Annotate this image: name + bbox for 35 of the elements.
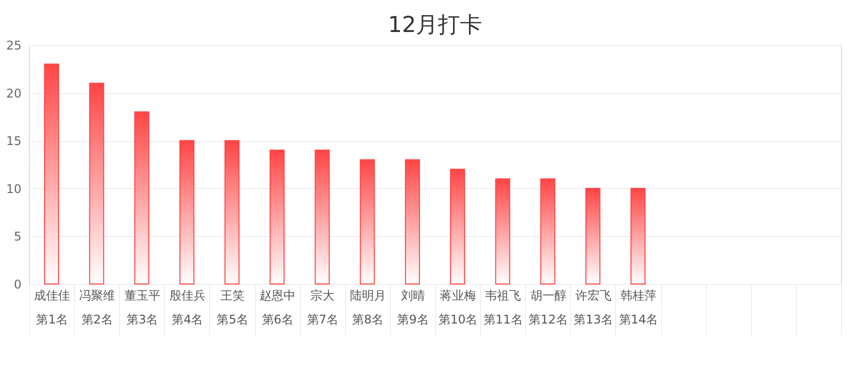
bar	[540, 178, 556, 284]
x-tick-label: 陆明月第8名	[350, 288, 386, 326]
bar	[89, 82, 104, 284]
x-tick-label: 韩桂萍第14名	[618, 288, 658, 326]
x-tick-label: 韦祖飞第11名	[484, 288, 523, 326]
bar	[404, 159, 420, 284]
y-tick-label: 15	[6, 134, 22, 148]
x-tick-label: 殷佳兵第4名	[169, 288, 206, 326]
bar	[44, 64, 60, 284]
x-tick-label: 冯聚维第2名	[79, 288, 116, 326]
bar	[630, 188, 646, 284]
y-tick-label: 5	[14, 230, 22, 244]
x-tick-label: 胡一醇第12名	[528, 288, 568, 326]
x-tick-label: 成佳佳第1名	[34, 288, 70, 326]
bar	[360, 159, 375, 284]
bar	[585, 188, 600, 284]
y-tick-label: 10	[6, 182, 22, 196]
bar	[450, 168, 466, 284]
y-tick-label: 25	[6, 38, 22, 52]
bar	[270, 150, 285, 284]
bar	[224, 140, 240, 284]
x-tick-label: 董玉平第3名	[124, 288, 160, 326]
x-tick-label: 赵恩中第6名	[260, 288, 296, 326]
x-tick-label: 刘晴第9名	[397, 288, 429, 326]
bar	[179, 140, 194, 284]
x-tick-label: 王笑第5名	[216, 288, 248, 326]
chart-title: 12月打卡	[388, 13, 482, 38]
bar	[314, 150, 330, 284]
bar	[134, 111, 150, 284]
y-tick-label: 20	[6, 86, 22, 100]
x-tick-label: 蒋业梅第10名	[438, 288, 478, 326]
y-tick-label: 0	[14, 278, 22, 292]
x-tick-label: 宗大第7名	[306, 288, 339, 326]
bar	[495, 178, 510, 284]
x-tick-label: 许宏飞第13名	[574, 288, 614, 326]
